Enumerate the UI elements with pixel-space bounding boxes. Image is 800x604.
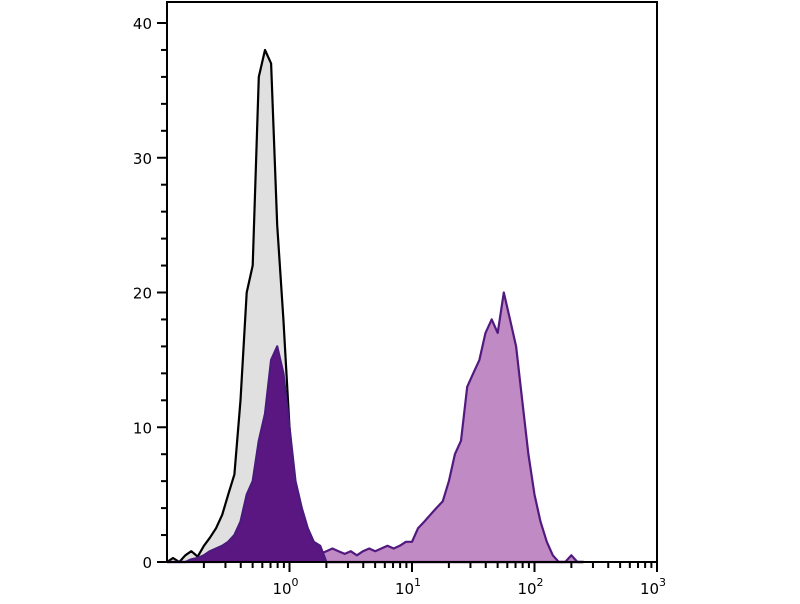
series-2-fill (167, 346, 584, 562)
y-tick-label: 30 (133, 150, 152, 168)
x-tick-exponent: 0 (292, 576, 299, 589)
x-tick-base: 10 (517, 580, 536, 598)
x-tick-label: 101 (395, 576, 421, 598)
x-tick-label: 103 (640, 576, 666, 598)
x-tick-base: 10 (640, 580, 659, 598)
y-tick-label: 0 (142, 554, 152, 572)
y-tick-label: 20 (133, 285, 152, 303)
x-tick-base: 10 (395, 580, 414, 598)
y-tick-label: 10 (133, 419, 152, 437)
series-1-fill (167, 292, 584, 562)
x-tick-label: 100 (272, 576, 298, 598)
x-tick-exponent: 1 (414, 576, 421, 589)
x-tick-exponent: 3 (659, 576, 666, 589)
x-tick-exponent: 2 (537, 576, 544, 589)
x-tick-label: 102 (517, 576, 543, 598)
series-layer (166, 48, 584, 564)
y-tick-label: 40 (133, 15, 152, 33)
x-tick-base: 10 (272, 580, 291, 598)
